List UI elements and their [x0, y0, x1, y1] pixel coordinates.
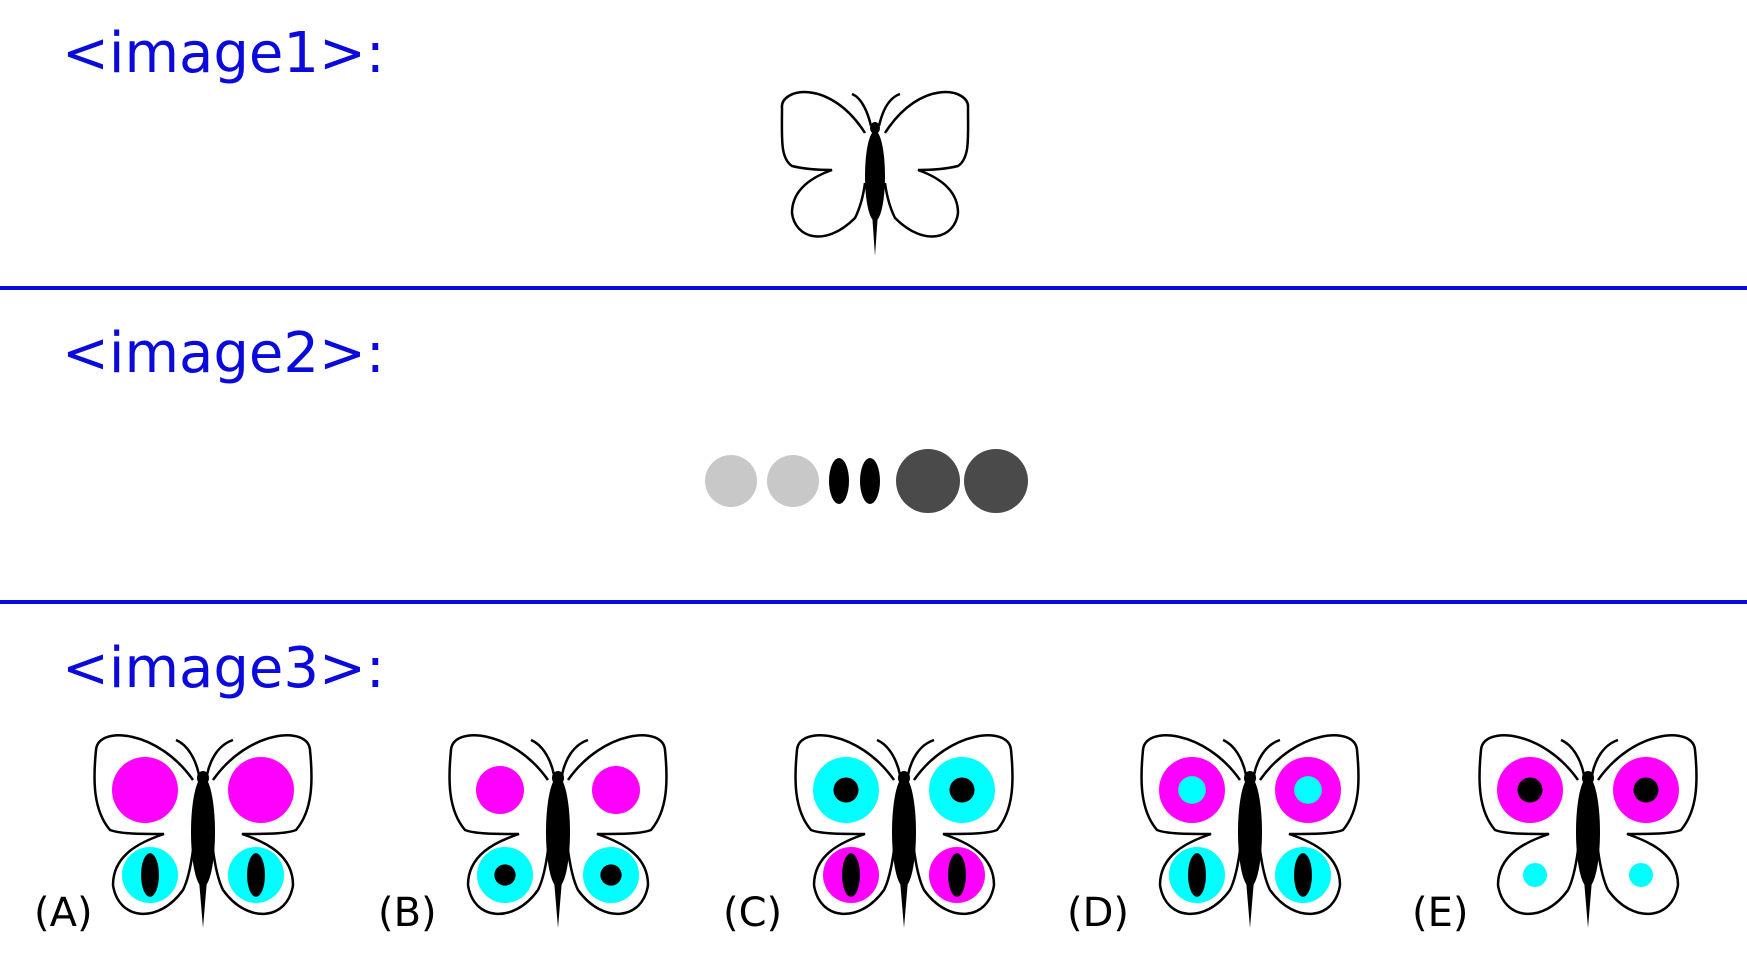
dark-gray-circle-2 — [964, 449, 1028, 513]
divider-2 — [0, 600, 1747, 604]
spot-sequence-icon — [705, 449, 1028, 513]
black-oval-2 — [860, 458, 880, 504]
upper-spot-left — [112, 757, 178, 823]
butterfly-option-b-icon[interactable] — [443, 730, 673, 930]
option-label-b: (B) — [378, 890, 437, 936]
upper-inner-dot-left — [1178, 776, 1206, 804]
option-label-d: (D) — [1067, 890, 1130, 936]
lower-inner-oval-right — [948, 853, 966, 897]
upper-inner-dot-right — [1633, 777, 1659, 803]
black-oval-1 — [829, 458, 849, 504]
upper-inner-dot-left — [1517, 777, 1543, 803]
option-label-c: (C) — [723, 890, 783, 936]
upper-inner-dot-right — [949, 777, 975, 803]
lower-inner-oval-right — [1294, 853, 1312, 897]
butterfly-option-d-icon[interactable] — [1135, 730, 1365, 930]
upper-inner-dot-left — [833, 777, 859, 803]
dark-gray-circle-1 — [896, 449, 960, 513]
upper-spot-right — [592, 766, 640, 814]
butterfly-option-e-icon[interactable] — [1473, 730, 1703, 930]
heading-image1: <image1>: — [62, 21, 385, 86]
butterfly-option-c-icon[interactable] — [789, 730, 1019, 930]
upper-spot-left — [476, 766, 524, 814]
light-gray-circle-1 — [705, 455, 757, 507]
option-label-a: (A) — [34, 890, 93, 936]
upper-spot-right — [228, 757, 294, 823]
lower-inner-oval-left — [1188, 853, 1206, 897]
divider-1 — [0, 286, 1747, 290]
lower-inner-dot-right — [600, 864, 622, 886]
option-label-e: (E) — [1412, 890, 1469, 936]
heading-image3: <image3>: — [62, 636, 385, 701]
upper-inner-dot-right — [1294, 776, 1322, 804]
lower-inner-oval-left — [842, 853, 860, 897]
heading-image2: <image2>: — [62, 321, 385, 386]
lower-inner-oval-left — [141, 853, 159, 897]
lower-inner-oval-right — [247, 853, 265, 897]
butterfly-outline-icon — [780, 90, 970, 256]
lower-spot-right — [1629, 863, 1653, 887]
light-gray-circle-2 — [767, 455, 819, 507]
lower-spot-left — [1523, 863, 1547, 887]
butterfly-option-a-icon[interactable] — [88, 730, 318, 930]
lower-inner-dot-left — [494, 864, 516, 886]
